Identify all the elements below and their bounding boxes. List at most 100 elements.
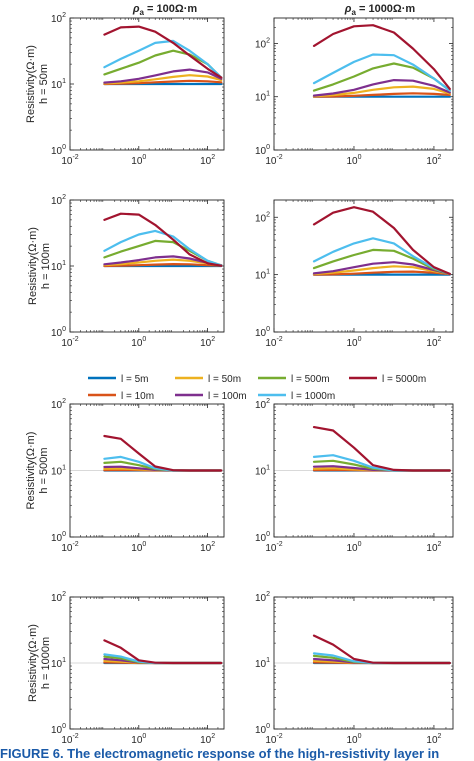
series-line (103, 68, 223, 84)
series-line (312, 634, 451, 665)
x-tick-label: 10-2 (61, 541, 78, 554)
legend-item: l = 10m (88, 391, 154, 402)
legend-item: l = 500m (258, 374, 330, 385)
plot-frame (273, 596, 454, 730)
x-tick-label: 100 (346, 336, 361, 349)
x-tick-label: 102 (426, 154, 441, 167)
series-line (312, 92, 451, 98)
y-tick-label: 100 (51, 326, 66, 339)
x-tick-label: 100 (131, 733, 146, 746)
y-tick-label: 101 (51, 260, 66, 273)
legend-label: l = 5000m (382, 374, 426, 385)
x-tick-label: 10-2 (265, 154, 282, 167)
y-axis-label: Resistivity(Ω·m)h = 1000m (27, 624, 52, 702)
series-line (103, 212, 223, 267)
legend-label: l = 10m (121, 391, 154, 402)
x-tick-label: 102 (200, 336, 215, 349)
legend-label: l = 500m (291, 374, 330, 385)
series-line (312, 265, 451, 276)
plot-frame (273, 199, 454, 333)
series-line (103, 639, 223, 665)
y-tick-label: 100 (255, 723, 270, 736)
series-line (312, 206, 451, 275)
x-tick-label: 100 (131, 154, 146, 167)
y-tick-label: 100 (51, 723, 66, 736)
y-tick-label: 102 (255, 398, 270, 411)
x-tick-label: 100 (346, 154, 361, 167)
plot-frame (273, 403, 454, 538)
series-line (312, 270, 451, 276)
y-tick-label: 101 (255, 91, 270, 104)
y-tick-label: 101 (51, 657, 66, 670)
y-tick-label: 101 (255, 465, 270, 478)
legend-label: l = 100m (208, 391, 247, 402)
series-line (103, 79, 223, 86)
series-line (103, 25, 223, 79)
x-tick-label: 100 (346, 541, 361, 554)
col-title-left: ρa = 100Ω·m (132, 3, 197, 17)
y-tick-label: 101 (51, 78, 66, 91)
y-axis-label: Resistivity(Ω·m)h = 500m (25, 432, 50, 510)
x-tick-label: 10-2 (265, 541, 282, 554)
legend-label: l = 1000m (291, 391, 335, 402)
series-line (312, 237, 451, 275)
x-tick-label: 102 (200, 733, 215, 746)
x-tick-label: 10-2 (61, 336, 78, 349)
series-line (103, 263, 223, 268)
x-tick-label: 10-2 (265, 733, 282, 746)
y-tick-label: 102 (51, 12, 66, 25)
legend-item: l = 5m (88, 374, 149, 385)
legend-label: l = 5m (121, 374, 149, 385)
legend-item: l = 5000m (349, 374, 426, 385)
y-tick-label: 101 (255, 657, 270, 670)
plot-frame (69, 17, 225, 151)
y-tick-label: 101 (51, 465, 66, 478)
y-tick-label: 100 (255, 144, 270, 157)
figure-caption: FIGURE 6. The electromagnetic response o… (0, 746, 440, 761)
series-line (103, 74, 223, 85)
x-tick-label: 102 (200, 541, 215, 554)
x-tick-label: 102 (426, 733, 441, 746)
y-axis-label: Resistivity(Ω·m)h = 50m (25, 45, 50, 123)
x-tick-label: 102 (200, 154, 215, 167)
legend-item: l = 1000m (258, 391, 335, 402)
series-line (312, 24, 451, 90)
y-tick-label: 102 (51, 194, 66, 207)
y-axis-label: Resistivity(Ω·m)h = 100m (27, 227, 52, 305)
x-tick-label: 100 (131, 541, 146, 554)
y-tick-label: 101 (255, 269, 270, 282)
y-tick-label: 102 (255, 591, 270, 604)
y-tick-label: 102 (51, 398, 66, 411)
series-line (312, 79, 451, 97)
series-line (312, 53, 451, 92)
x-tick-label: 10-2 (265, 336, 282, 349)
y-tick-label: 100 (51, 531, 66, 544)
y-tick-label: 102 (255, 37, 270, 50)
plot-frame (69, 403, 225, 538)
series-line (312, 426, 451, 472)
plot-frame (273, 17, 454, 151)
y-tick-label: 100 (51, 144, 66, 157)
legend-item: l = 100m (175, 391, 247, 402)
x-tick-label: 102 (426, 336, 441, 349)
x-tick-label: 102 (426, 541, 441, 554)
plot-frame (69, 199, 225, 333)
series-line (312, 261, 451, 275)
series-line (103, 39, 223, 79)
y-tick-label: 102 (51, 591, 66, 604)
legend: l = 5m l = 50m l = 500m l = 5000m l = 10m l =… (88, 374, 426, 402)
legend-label: l = 50m (208, 374, 241, 385)
col-title-right: ρa = 1000Ω·m (344, 3, 416, 17)
x-tick-label: 10-2 (61, 733, 78, 746)
y-tick-label: 102 (255, 211, 270, 224)
